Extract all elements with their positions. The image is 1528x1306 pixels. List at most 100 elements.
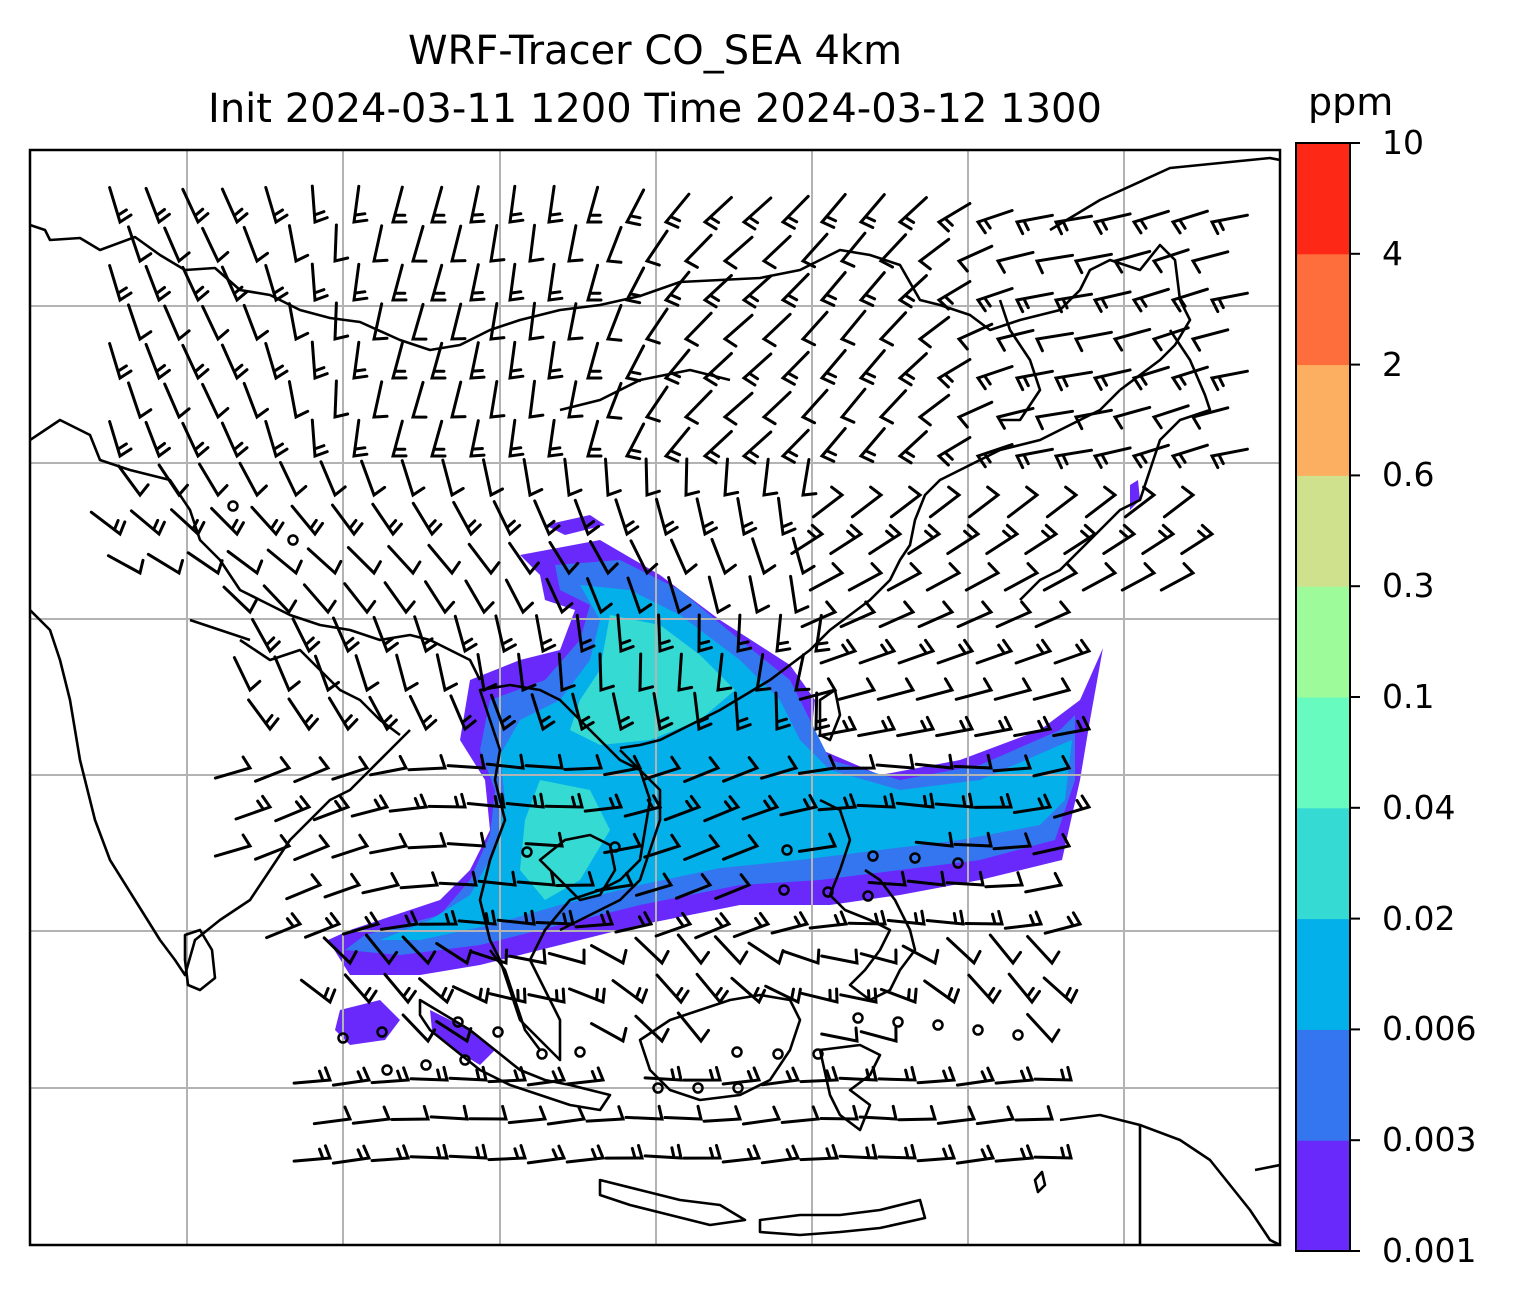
wind-barb [663,348,691,385]
wind-barb [643,755,682,781]
colorbar-segment [1296,1140,1350,1252]
wind-barb [1014,447,1054,470]
wind-barb [936,280,972,311]
wind-barb [451,985,490,1005]
wind-barb [448,1143,488,1160]
wind-barb [449,694,477,732]
wind-barb [446,831,486,848]
wind-barb [1063,523,1098,555]
wind-barb [946,937,982,966]
wind-barb [170,508,206,537]
wind-barb [1084,485,1118,519]
wind-barb [372,224,389,263]
wind-barb [761,390,792,426]
wind-barb [683,233,713,269]
wind-barb [736,613,753,653]
wind-barb [703,795,741,823]
wind-barb [1006,485,1040,519]
wind-barb [517,652,537,693]
wind-barb [390,1105,431,1121]
wind-barb [448,1065,488,1082]
wind-barb [487,1066,528,1084]
coastlines [30,156,1280,1245]
calm-wind-circle [862,890,874,902]
wind-barb [411,501,443,537]
wind-barb [586,263,603,302]
wind-barb [507,1105,548,1125]
wind-barb [973,793,1013,809]
wind-barb [858,271,886,307]
wind-barb [544,792,584,809]
wind-barb [306,547,343,576]
wind-barb [954,677,994,701]
colorbar-tick-label: 2 [1382,344,1403,384]
wind-barb [1014,369,1054,392]
wind-barb [1180,523,1215,555]
wind-barb [791,536,816,576]
wind-barb [820,1026,859,1043]
wind-barb [401,935,437,966]
colorbar-tick-label: 0.02 [1382,898,1456,938]
wind-barb [955,1066,996,1087]
wind-barb [838,1143,878,1160]
vietnam-coast [559,749,662,932]
wind-barb [722,834,760,861]
wind-barb [839,387,867,424]
colorbar-tick-label: 0.006 [1382,1009,1477,1049]
wind-barb [624,188,646,227]
wind-barb [568,987,606,1005]
wind-barb [516,870,556,887]
wind-barb [144,186,171,225]
wind-barb [1209,369,1249,392]
wind-barb [1003,562,1040,592]
wind-barb [801,458,818,497]
wind-barb [663,426,691,463]
wind-barb [1112,327,1152,352]
wind-barb [453,614,478,654]
inland-borders-3 [559,368,731,412]
wind-barb [291,617,321,654]
wind-barb [800,388,829,425]
wind-barb [1209,213,1249,236]
wind-barb [770,911,810,935]
wind-barb [857,715,897,738]
wind-barb [547,184,564,224]
wind-barb [794,653,811,692]
wind-barb [598,652,615,693]
wind-barb [663,192,691,229]
wind-barb [956,400,994,429]
calm-wind-circle [376,1026,388,1038]
wind-barb [567,302,584,341]
wind-barb [589,540,619,576]
wind-barb [250,505,285,537]
wind-barb [878,311,908,347]
wind-barb [733,691,752,732]
wind-barb [292,1144,333,1163]
colorbar-segment [1296,475,1350,587]
wind-barb [808,562,845,592]
wind-barb [450,302,467,341]
calm-wind-circle [822,886,834,898]
wind-barb [352,418,369,458]
wind-barb [858,193,886,229]
wind-barb [928,485,962,519]
wind-barb [953,831,993,848]
wind-barb [583,793,624,813]
colorbar-tick-label: 0.04 [1382,787,1456,827]
colorbar-tick-label: 0.3 [1382,566,1435,606]
wind-barb [467,542,501,576]
inland-borders-2 [189,618,251,642]
wind-barb [299,978,337,1005]
wind-barb [302,583,337,615]
wind-barb [985,523,1020,555]
wind-barb [457,909,497,926]
wind-barb [684,457,701,497]
wind-barb [1190,328,1230,352]
wind-barb [408,695,438,732]
wind-barb [936,1105,977,1125]
wind-barb [859,1026,898,1043]
wind-barb [1102,523,1137,555]
wind-barb [736,497,758,537]
wind-barb [995,406,1035,430]
wind-barb [383,581,416,615]
